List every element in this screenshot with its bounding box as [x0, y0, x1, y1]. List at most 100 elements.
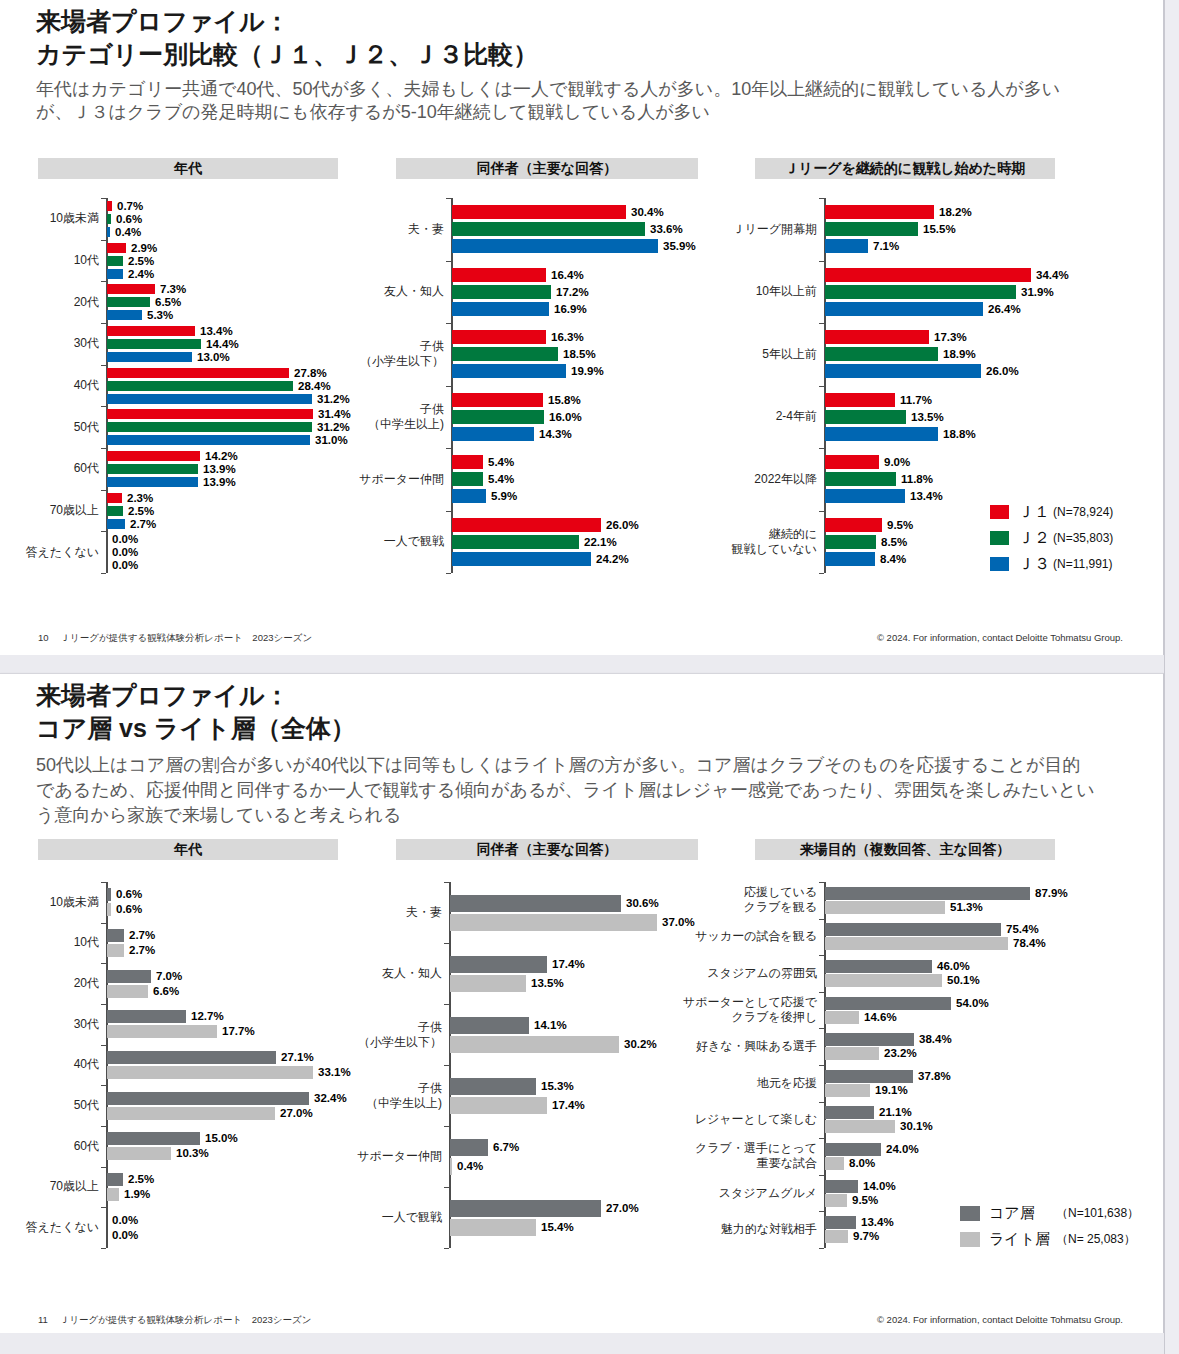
- page-number: 11: [38, 1314, 48, 1327]
- bar-ライト層: [825, 1194, 847, 1207]
- bar-value-label: 2.3%: [127, 493, 153, 503]
- bar-value-label: 5.3%: [147, 310, 173, 320]
- bar-value-label: 0.6%: [116, 903, 142, 916]
- bar-Ｊ１: [825, 205, 934, 219]
- bar-value-label: 14.6%: [864, 1011, 897, 1024]
- axis-tick: [101, 1248, 106, 1249]
- title-line-2: カテゴリー別比較（Ｊ１、Ｊ２、Ｊ３比較）: [36, 38, 538, 71]
- axis-tick: [819, 1175, 824, 1176]
- bar-コア層: [450, 1139, 488, 1156]
- bar-value-label: 8.5%: [881, 535, 907, 549]
- bar-value-label: 34.4%: [1036, 268, 1069, 282]
- axis-tick: [446, 511, 451, 512]
- axis-tick: [101, 531, 106, 532]
- panel-header-period: Ｊリーグを継続的に観戦し始めた時期: [755, 158, 1055, 179]
- axis-tick: [819, 955, 824, 956]
- slide-page-1: 来場者プロファイル： カテゴリー別比較（Ｊ１、Ｊ２、Ｊ３比較） 年代はカテゴリー…: [0, 0, 1164, 655]
- bar-value-label: 13.4%: [861, 1216, 894, 1229]
- axis-tick: [101, 882, 106, 883]
- category-label: 一人で観戦: [330, 1187, 442, 1248]
- bar-value-label: 7.0%: [156, 970, 182, 983]
- bar-value-label: 24.0%: [886, 1143, 919, 1156]
- category-label: 60代: [6, 448, 99, 490]
- legend-swatch-j1: [990, 505, 1009, 519]
- bar-ライト層: [825, 1157, 844, 1170]
- category-label: 10年以上前: [686, 261, 817, 324]
- bar-value-label: 6.5%: [155, 297, 181, 307]
- category-label: 子供（中学生以上): [330, 386, 444, 449]
- bar-ライト層: [825, 1120, 895, 1133]
- bar-value-label: 8.4%: [880, 552, 906, 566]
- legend-label-core: コア層: [989, 1204, 1053, 1223]
- bar-value-label: 11.7%: [900, 393, 932, 407]
- bar-value-label: 50.1%: [947, 974, 980, 987]
- bar-Ｊ２: [825, 472, 896, 486]
- bar-value-label: 11.8%: [901, 472, 933, 486]
- bar-value-label: 13.0%: [197, 352, 230, 362]
- bar-value-label: 2.5%: [128, 256, 154, 266]
- bar-Ｊ１: [107, 368, 289, 378]
- axis-tick: [444, 1248, 449, 1249]
- page-number: 10: [38, 632, 49, 645]
- page-title: 来場者プロファイル： カテゴリー別比較（Ｊ１、Ｊ２、Ｊ３比較）: [36, 5, 538, 71]
- bar-コア層: [450, 1078, 536, 1095]
- legend-item-j1: Ｊ１ (N=78,924): [990, 499, 1113, 525]
- panel-header-purpose: 来場目的（複数回答、主な回答）: [755, 839, 1055, 860]
- legend-j-categories: Ｊ１ (N=78,924) Ｊ２ (N=35,803) Ｊ３ (N=11,991…: [990, 499, 1113, 577]
- category-label: 40代: [6, 1045, 99, 1086]
- axis-tick: [819, 448, 824, 449]
- category-label: 魅力的な対戦相手: [650, 1211, 817, 1248]
- bar-ライト層: [825, 1011, 859, 1024]
- axis-tick: [446, 261, 451, 262]
- bar-Ｊ１: [825, 518, 882, 532]
- bar-ライト層: [450, 1158, 452, 1175]
- bar-Ｊ２: [107, 214, 111, 224]
- bar-ライト層: [107, 985, 148, 998]
- axis-tick: [101, 240, 106, 241]
- bar-Ｊ２: [452, 535, 579, 549]
- category-label: 子供（小学生以下）: [330, 323, 444, 386]
- bar-ライト層: [825, 1047, 879, 1060]
- category-label: 70歳以上: [6, 490, 99, 532]
- legend-item-j3: Ｊ３ (N=11,991): [990, 551, 1113, 577]
- axis-tick: [819, 882, 824, 883]
- bar-Ｊ３: [107, 477, 198, 487]
- axis-tick: [101, 1004, 106, 1005]
- bar-value-label: 27.0%: [280, 1107, 313, 1120]
- axis-tick: [819, 511, 824, 512]
- legend-label-j3: Ｊ３: [1018, 554, 1050, 575]
- category-label: 40代: [6, 365, 99, 407]
- category-label: 30代: [6, 1004, 99, 1045]
- category-label: サポーターとして応援でクラブを後押し: [650, 992, 817, 1029]
- category-label: 友人・知人: [330, 943, 442, 1004]
- bar-value-label: 2.5%: [128, 1173, 154, 1186]
- bar-value-label: 0.0%: [112, 547, 138, 557]
- category-label: 好きな・興味ある選手: [650, 1028, 817, 1065]
- bar-Ｊ２: [452, 347, 558, 361]
- legend-swatch-light: [960, 1232, 980, 1247]
- bar-Ｊ２: [452, 410, 544, 424]
- bar-コア層: [107, 1173, 123, 1186]
- bar-value-label: 0.0%: [112, 1229, 138, 1242]
- bar-value-label: 87.9%: [1035, 887, 1068, 900]
- bar-value-label: 78.4%: [1013, 937, 1046, 950]
- bar-Ｊ１: [452, 455, 483, 469]
- bar-value-label: 15.5%: [923, 222, 956, 236]
- bar-value-label: 0.6%: [116, 888, 142, 901]
- bar-value-label: 2.5%: [128, 506, 154, 516]
- axis-tick: [819, 919, 824, 920]
- bar-value-label: 17.3%: [934, 330, 967, 344]
- bar-Ｊ２: [107, 422, 312, 432]
- bar-value-label: 0.4%: [457, 1158, 483, 1175]
- bar-コア層: [107, 929, 124, 942]
- bar-value-label: 18.5%: [563, 347, 596, 361]
- bar-value-label: 9.7%: [853, 1230, 879, 1243]
- bar-コア層: [825, 1143, 881, 1156]
- bar-value-label: 6.6%: [153, 985, 179, 998]
- bar-value-label: 75.4%: [1006, 923, 1039, 936]
- page-gap: [0, 655, 1179, 673]
- bar-Ｊ３: [107, 352, 192, 362]
- bar-value-label: 19.9%: [571, 364, 604, 378]
- bar-Ｊ３: [825, 239, 868, 253]
- axis-tick: [444, 882, 449, 883]
